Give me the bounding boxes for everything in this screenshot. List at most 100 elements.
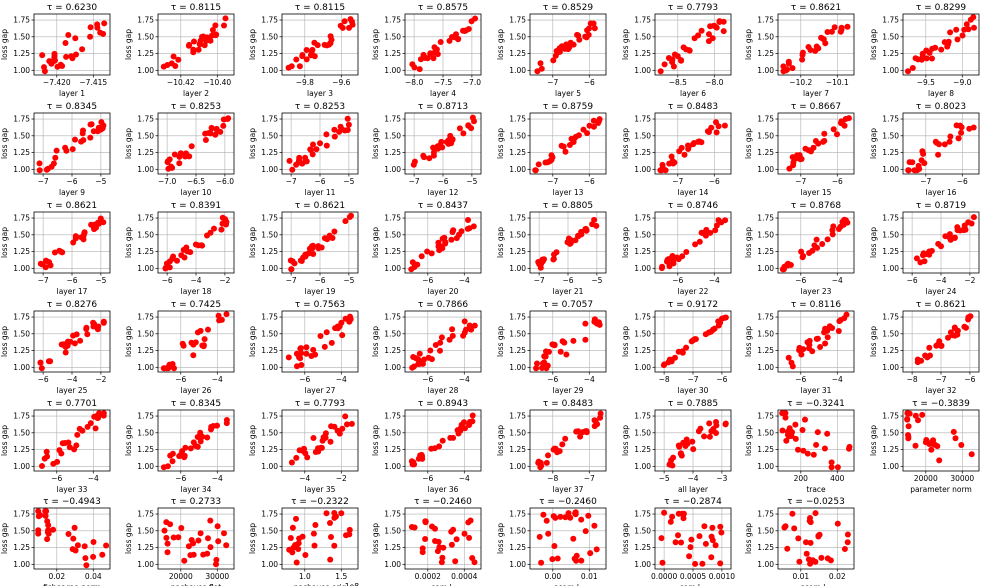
data-point bbox=[435, 538, 442, 545]
data-point bbox=[957, 122, 964, 129]
data-point bbox=[43, 166, 50, 173]
y-tick-label: 1.00 bbox=[509, 560, 526, 569]
x-axis-label: layer 12 bbox=[428, 188, 459, 197]
y-tick-label: 1.25 bbox=[261, 148, 278, 157]
data-point bbox=[720, 28, 727, 35]
subplot-42: 20000 30000 1.00 1.25 1.50 1.75 τ = 0.2733 pacb… bbox=[124, 497, 235, 586]
y-tick-label: 1.50 bbox=[261, 526, 278, 535]
data-point bbox=[930, 437, 937, 444]
y-tick-label: 1.50 bbox=[882, 329, 899, 338]
data-point bbox=[183, 150, 189, 157]
data-point bbox=[563, 41, 570, 48]
x-tick-label: −7.420 bbox=[43, 78, 71, 87]
data-point bbox=[950, 428, 957, 435]
axes-frame bbox=[157, 13, 235, 76]
data-point bbox=[70, 332, 77, 339]
data-point bbox=[419, 549, 426, 556]
y-tick-label: 1.50 bbox=[882, 131, 899, 140]
data-point bbox=[287, 257, 294, 264]
y-tick-label: 1.25 bbox=[757, 543, 774, 552]
data-point bbox=[190, 352, 197, 359]
data-point bbox=[671, 51, 678, 58]
x-tick-label: 0.0004 bbox=[451, 572, 477, 581]
subplot-title: τ = 0.8253 bbox=[171, 102, 221, 112]
data-point bbox=[50, 160, 57, 167]
y-axis-label: loss gap bbox=[124, 425, 133, 456]
data-point bbox=[469, 412, 476, 419]
data-point bbox=[295, 159, 302, 166]
x-tick-label: −7 bbox=[935, 375, 946, 384]
axes-frame bbox=[529, 507, 607, 570]
data-point bbox=[722, 421, 729, 428]
data-point bbox=[342, 315, 349, 322]
data-point bbox=[553, 249, 560, 256]
data-point bbox=[430, 144, 437, 151]
data-point bbox=[471, 559, 478, 566]
data-point bbox=[448, 236, 455, 243]
data-point bbox=[416, 350, 423, 357]
data-point bbox=[223, 417, 230, 423]
data-point bbox=[422, 536, 429, 542]
data-point bbox=[813, 441, 820, 448]
data-point bbox=[430, 55, 437, 62]
x-axis-label: pacbayes flat bbox=[171, 583, 222, 586]
data-point bbox=[692, 241, 699, 248]
data-point bbox=[970, 14, 977, 21]
data-point bbox=[563, 351, 570, 358]
x-tick-label: −6 bbox=[547, 375, 558, 384]
data-point bbox=[170, 534, 177, 541]
x-tick-label: −7 bbox=[534, 276, 545, 285]
subplot-title: τ = −0.0253 bbox=[787, 497, 845, 507]
data-point bbox=[293, 559, 300, 566]
data-point bbox=[535, 459, 542, 466]
data-point bbox=[954, 36, 961, 43]
data-point bbox=[721, 122, 728, 129]
axes-frame bbox=[157, 211, 235, 274]
y-axis-label: loss gap bbox=[248, 425, 257, 456]
x-tick-label: 30000 bbox=[205, 572, 229, 581]
data-point bbox=[67, 338, 74, 345]
y-tick-label: 1.50 bbox=[384, 428, 401, 437]
data-point bbox=[87, 134, 94, 141]
y-tick-label: 1.75 bbox=[384, 313, 401, 322]
y-tick-label: 1.75 bbox=[634, 510, 651, 519]
data-point bbox=[669, 254, 675, 261]
data-point bbox=[844, 23, 851, 30]
data-point bbox=[690, 141, 697, 148]
data-point bbox=[327, 556, 334, 563]
x-tick-label: −5 bbox=[343, 177, 354, 186]
y-axis-label: loss gap bbox=[621, 326, 630, 357]
data-point bbox=[211, 225, 217, 232]
data-point bbox=[595, 120, 602, 126]
y-tick-label: 1.75 bbox=[757, 16, 774, 25]
data-point bbox=[928, 446, 935, 453]
axes-frame bbox=[654, 211, 732, 274]
data-point bbox=[328, 534, 334, 540]
x-tick-label: 20000 bbox=[169, 572, 193, 581]
axes-frame bbox=[777, 211, 855, 274]
x-axis-label: layer 14 bbox=[678, 188, 709, 197]
y-axis-label: loss gap bbox=[371, 425, 380, 456]
x-axis-label: parameter norm bbox=[910, 485, 972, 494]
data-point bbox=[905, 432, 911, 438]
data-point bbox=[543, 459, 550, 466]
subplot-title: τ = 0.7793 bbox=[668, 3, 718, 13]
x-tick-label: −2 bbox=[95, 375, 106, 384]
data-point bbox=[687, 544, 694, 551]
data-point bbox=[161, 527, 168, 534]
data-point bbox=[199, 242, 206, 249]
x-tick-label: −6 bbox=[314, 276, 325, 285]
data-point bbox=[439, 144, 446, 151]
data-point bbox=[698, 27, 705, 34]
x-tick-label: 1.0 bbox=[299, 572, 311, 581]
y-tick-label: 1.25 bbox=[137, 148, 154, 157]
x-axis-label: layer 1 bbox=[59, 89, 85, 98]
data-point bbox=[82, 555, 89, 562]
y-tick-label: 1.50 bbox=[13, 131, 30, 140]
data-point bbox=[329, 235, 336, 241]
data-point bbox=[795, 446, 801, 453]
data-point bbox=[50, 526, 57, 533]
data-point bbox=[658, 167, 665, 174]
data-point bbox=[90, 319, 97, 326]
data-point bbox=[582, 320, 589, 327]
